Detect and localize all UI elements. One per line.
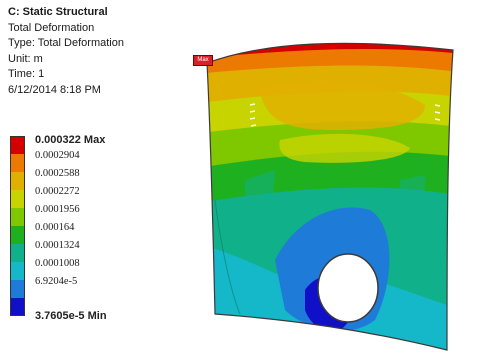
legend-label: 0.0001008 (35, 258, 80, 269)
result-unit: Unit: m (8, 52, 43, 65)
legend-label: 0.0002904 (35, 150, 80, 161)
legend-label: 0.000164 (35, 222, 75, 233)
legend-swatch (10, 298, 25, 316)
result-info-panel: C: Static Structural Total Deformation T… (8, 5, 124, 98)
deformation-contour (207, 43, 453, 351)
legend-swatch (10, 190, 25, 208)
model-outline (206, 42, 454, 351)
legend-swatch (10, 208, 25, 226)
legend-swatch (10, 244, 25, 262)
legend-swatch (10, 136, 25, 154)
pin-bore-hole (317, 253, 379, 323)
legend-max-label: 0.000322 Max (35, 134, 106, 146)
legend-label: 0.0001324 (35, 240, 80, 251)
ring-groove-marks (249, 103, 441, 127)
legend-swatch (10, 226, 25, 244)
legend-label: 0.0002272 (35, 186, 80, 197)
result-type: Type: Total Deformation (8, 37, 124, 49)
legend-swatch (10, 172, 25, 190)
result-date: 6/12/2014 8:18 PM (8, 83, 101, 96)
legend-swatch (10, 154, 25, 172)
legend-label: 0.0002588 (35, 168, 80, 179)
legend-label: 0.0001956 (35, 204, 80, 215)
model-viewport[interactable] (185, 30, 480, 355)
analysis-title: C: Static Structural (8, 6, 108, 18)
result-time: Time: 1 (8, 68, 45, 80)
legend-swatch (10, 280, 25, 298)
result-name: Total Deformation (8, 21, 95, 34)
legend-swatch (10, 262, 25, 280)
max-probe-label[interactable]: Max (193, 55, 213, 66)
legend-min-label: 3.7605e-5 Min (35, 310, 107, 322)
legend-label: 6.9204e-5 (35, 276, 78, 287)
